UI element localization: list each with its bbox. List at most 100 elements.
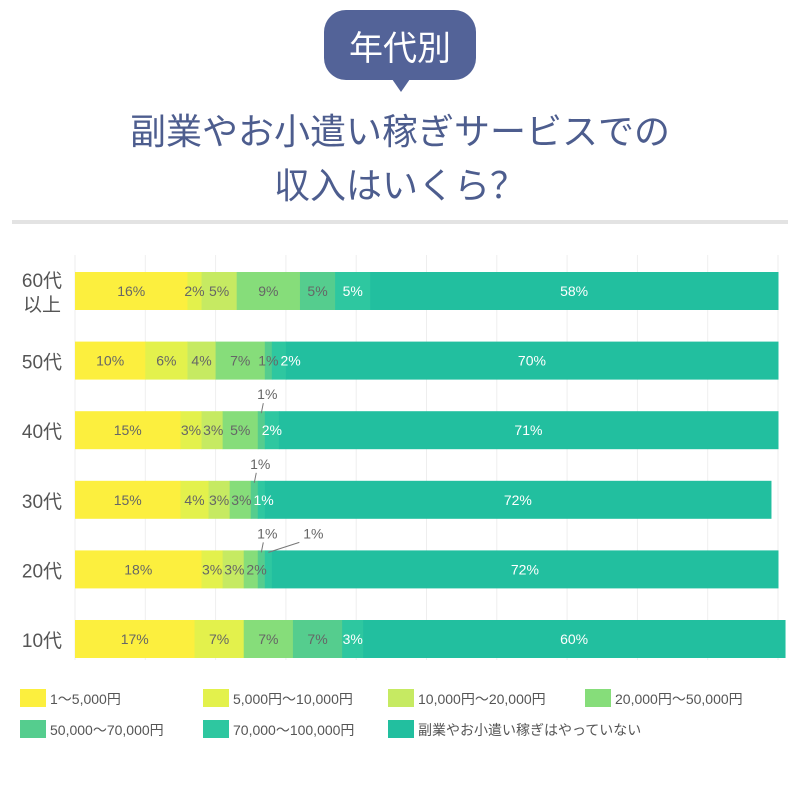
legend-label: 10,000円〜20,000円 [418,691,546,707]
bar-segment [201,411,224,450]
category-label: 60代 [22,270,62,292]
data-label: 7% [230,353,250,369]
bar-segment [264,480,772,519]
legend-swatch [585,689,611,707]
data-label: 15% [114,422,142,438]
data-label: 16% [117,283,145,299]
data-label: 17% [121,631,149,647]
bar-segment [236,272,301,310]
bar-segment [243,550,259,589]
bar-segment [342,620,364,658]
legend-label: 5,000円〜10,000円 [233,691,353,707]
bar-segment [363,620,786,658]
bar-segment [201,272,238,310]
legend-swatch [203,720,229,738]
bar-segment [264,341,273,380]
bar-segment [180,411,203,450]
callout-line [268,541,300,553]
data-label: 3% [224,561,244,577]
bar-segment [75,411,181,450]
bar-segment [180,480,210,519]
bar-segment [264,550,273,589]
bar-segment [292,620,343,658]
data-label: 70% [518,353,546,369]
bar-segment [75,620,196,658]
bar-segment [201,550,224,589]
bar-segment [75,341,146,380]
legend-label: 副業やお小遣い稼ぎはやっていない [418,722,641,738]
bar-segment [335,272,371,310]
bar-segment [194,620,245,658]
data-label: 3% [343,631,363,647]
data-label: 5% [307,283,327,299]
bar-segment [257,480,266,519]
data-label: 1% [258,353,278,369]
bar-segment [229,480,252,519]
data-label: 4% [191,353,211,369]
legend-label: 50,000〜70,000円 [50,722,164,738]
data-label: 9% [258,283,278,299]
data-label: 1% [253,492,273,508]
bar-segment [75,480,181,519]
bar-segment [257,411,266,450]
data-label: 4% [184,492,204,508]
data-label: 71% [514,422,542,438]
callout-line [260,542,264,553]
bar-segment [250,480,259,519]
data-label: 3% [181,422,201,438]
data-label: 60% [560,631,588,647]
data-label: 7% [209,631,229,647]
category-label: 20代 [22,560,62,582]
data-label: 2% [262,422,282,438]
callout-line [260,403,264,414]
bar-segment [370,272,779,310]
divider [12,220,788,224]
category-label: 10代 [22,630,62,652]
data-label: 2% [246,561,266,577]
legend-label: 1〜5,000円 [50,691,121,707]
category-label: 40代 [22,421,62,443]
data-label: 5% [209,283,229,299]
legend-swatch [388,720,414,738]
data-label: 1% [257,386,277,402]
data-label: 7% [307,631,327,647]
data-label: 18% [124,561,152,577]
bar-segment [222,550,245,589]
bar-segment [285,341,779,380]
bar-segment [271,550,779,589]
data-label: 72% [504,492,532,508]
bar-segment [299,272,336,310]
data-label: 3% [209,492,229,508]
legend-swatch [20,720,46,738]
title-line-2: 収入はいくら？ [273,165,526,206]
data-label: 72% [511,561,539,577]
legend-swatch [203,689,229,707]
data-label: 1% [303,525,323,541]
data-label: 58% [560,283,588,299]
data-label: 2% [184,283,204,299]
bar-segment [257,550,266,589]
bar-segment [264,411,280,450]
data-label: 1% [257,525,277,541]
chart-title: 副業やお小遣い稼ぎサービスでの 収入はいくら？ [0,105,800,213]
bar-segment [187,272,203,310]
legend-label: 20,000円〜50,000円 [615,691,743,707]
legend-swatch [388,689,414,707]
callout-line [253,472,257,483]
title-line-1: 副業やお小遣い稼ぎサービスでの [129,111,670,152]
data-label: 3% [203,422,223,438]
data-label: 1% [250,456,270,472]
bar-segment [145,341,188,380]
category-label: 30代 [22,491,62,513]
bar-segment [243,620,294,658]
bar-segment [278,411,779,450]
category-label: 以上 [23,294,61,316]
bar-segment [187,341,217,380]
data-label: 6% [156,353,176,369]
bar-segment [215,341,266,380]
bar-segment [75,550,203,589]
bar-segment [271,341,287,380]
data-label: 10% [96,353,124,369]
bar-segment [222,411,259,450]
